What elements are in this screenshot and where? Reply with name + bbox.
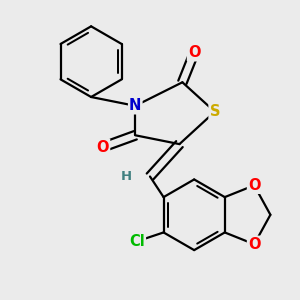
Text: S: S (209, 104, 220, 119)
Text: O: O (248, 178, 260, 193)
Text: O: O (97, 140, 109, 154)
Text: H: H (121, 170, 132, 183)
Text: Cl: Cl (129, 234, 145, 249)
Text: N: N (129, 98, 142, 113)
Text: O: O (188, 45, 200, 60)
Text: O: O (248, 237, 260, 252)
